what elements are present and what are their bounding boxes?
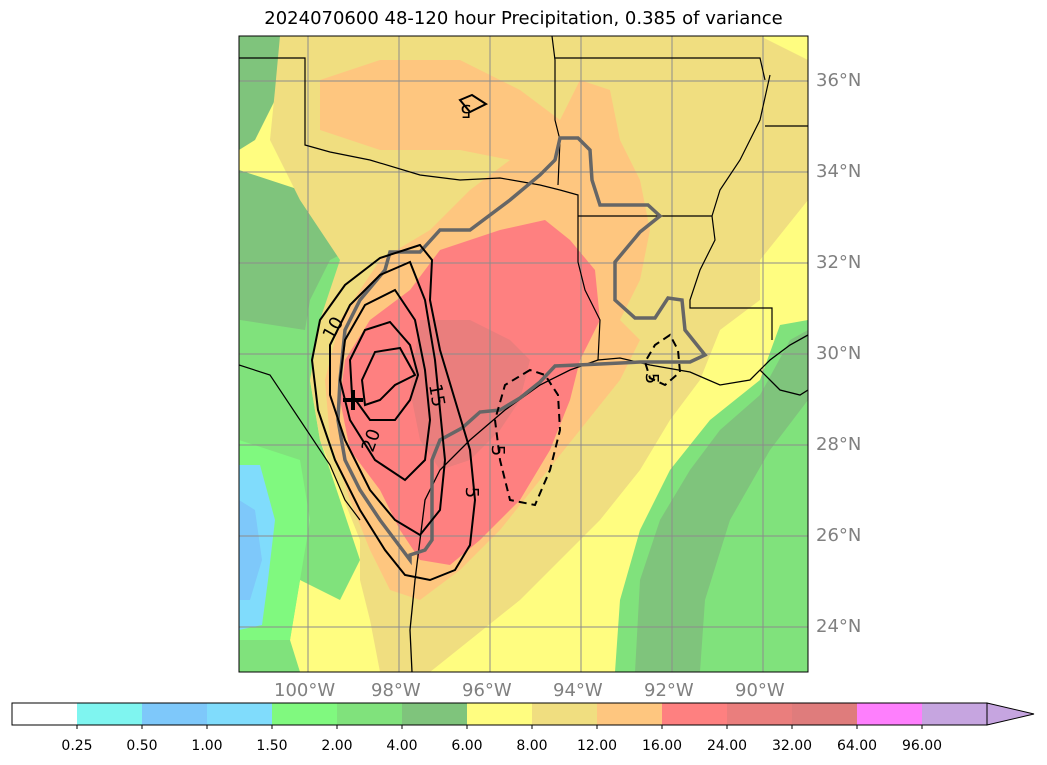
colorbar-tick-label: 96.00 (901, 738, 943, 754)
filled-contours (239, 36, 808, 672)
colorbar-extend-arrow (986, 702, 1035, 726)
lat-label: 34°N (816, 161, 862, 182)
colorbar-swatch (207, 703, 272, 725)
colorbar-swatch (727, 703, 792, 725)
contour-label: 5 (460, 100, 472, 121)
colorbar-tick-label: 1.00 (191, 738, 223, 754)
coastline (409, 334, 808, 672)
lat-label: 28°N (816, 434, 862, 455)
colorbar-tick-label: 16.00 (641, 738, 683, 754)
green-region-west (239, 36, 290, 150)
colorbar-swatch (337, 703, 402, 725)
colorbar-tick-label: 1.50 (256, 738, 288, 754)
colorbar-swatch (402, 703, 467, 725)
contour-label: 5 (461, 486, 483, 499)
colorbar-tick-label: 6.00 (451, 738, 483, 754)
darkgreen-region-southwest (239, 170, 370, 330)
colorbar-tick-label: 32.00 (771, 738, 813, 754)
darkgreen-region-east (635, 330, 808, 672)
colorbar-swatch (467, 703, 532, 725)
contour-label: 15 (424, 382, 449, 409)
contour-label: 5 (641, 372, 663, 385)
colorbar-swatch (12, 703, 77, 725)
colorbar-swatch (532, 703, 597, 725)
lat-label: 32°N (816, 252, 862, 273)
colorbar-tick-label: 8.00 (516, 738, 548, 754)
colorbar-swatch (272, 703, 337, 725)
colorbar-outline (11, 702, 988, 726)
gray-contour (336, 136, 708, 566)
lon-label: 92°W (644, 680, 694, 701)
colorbar-swatch (857, 703, 922, 725)
lat-label: 36°N (816, 70, 862, 91)
colorbar-swatch (142, 703, 207, 725)
colorbar-tick-label: 0.25 (61, 738, 93, 754)
contour-label: 5 (487, 444, 509, 457)
black-contours (310, 93, 489, 582)
colorbar (11, 702, 1035, 729)
lon-label: 96°W (462, 680, 512, 701)
storm-marker (343, 390, 363, 410)
map-title: 2024070600 48-120 hour Precipitation, 0.… (264, 8, 783, 29)
colorbar-tick-label: 4.00 (386, 738, 418, 754)
colorbar-tick-label: 12.00 (576, 738, 618, 754)
colorbar-swatch (597, 703, 662, 725)
lat-label: 24°N (816, 616, 862, 637)
colorbar-tick-label: 64.00 (836, 738, 878, 754)
blue-region-inner (239, 500, 262, 600)
colorbar-tick-label: 2.00 (321, 738, 353, 754)
lon-label: 98°W (371, 680, 421, 701)
lat-label: 26°N (816, 525, 862, 546)
colorbar-swatch (662, 703, 727, 725)
map-frame (238, 35, 809, 673)
lon-label: 100°W (274, 680, 336, 701)
lon-label: 94°W (553, 680, 603, 701)
colorbar-swatch (792, 703, 857, 725)
state-borders (239, 36, 808, 521)
colorbar-swatch (922, 703, 987, 725)
dashed-contours (493, 333, 682, 507)
colorbar-tick-label: 24.00 (706, 738, 748, 754)
lat-label: 30°N (816, 343, 862, 364)
colorbar-tick-label: 0.50 (126, 738, 158, 754)
colorbar-swatch (77, 703, 142, 725)
grid-lines (239, 36, 808, 672)
lon-label: 90°W (735, 680, 785, 701)
dark-red-region (410, 320, 530, 470)
